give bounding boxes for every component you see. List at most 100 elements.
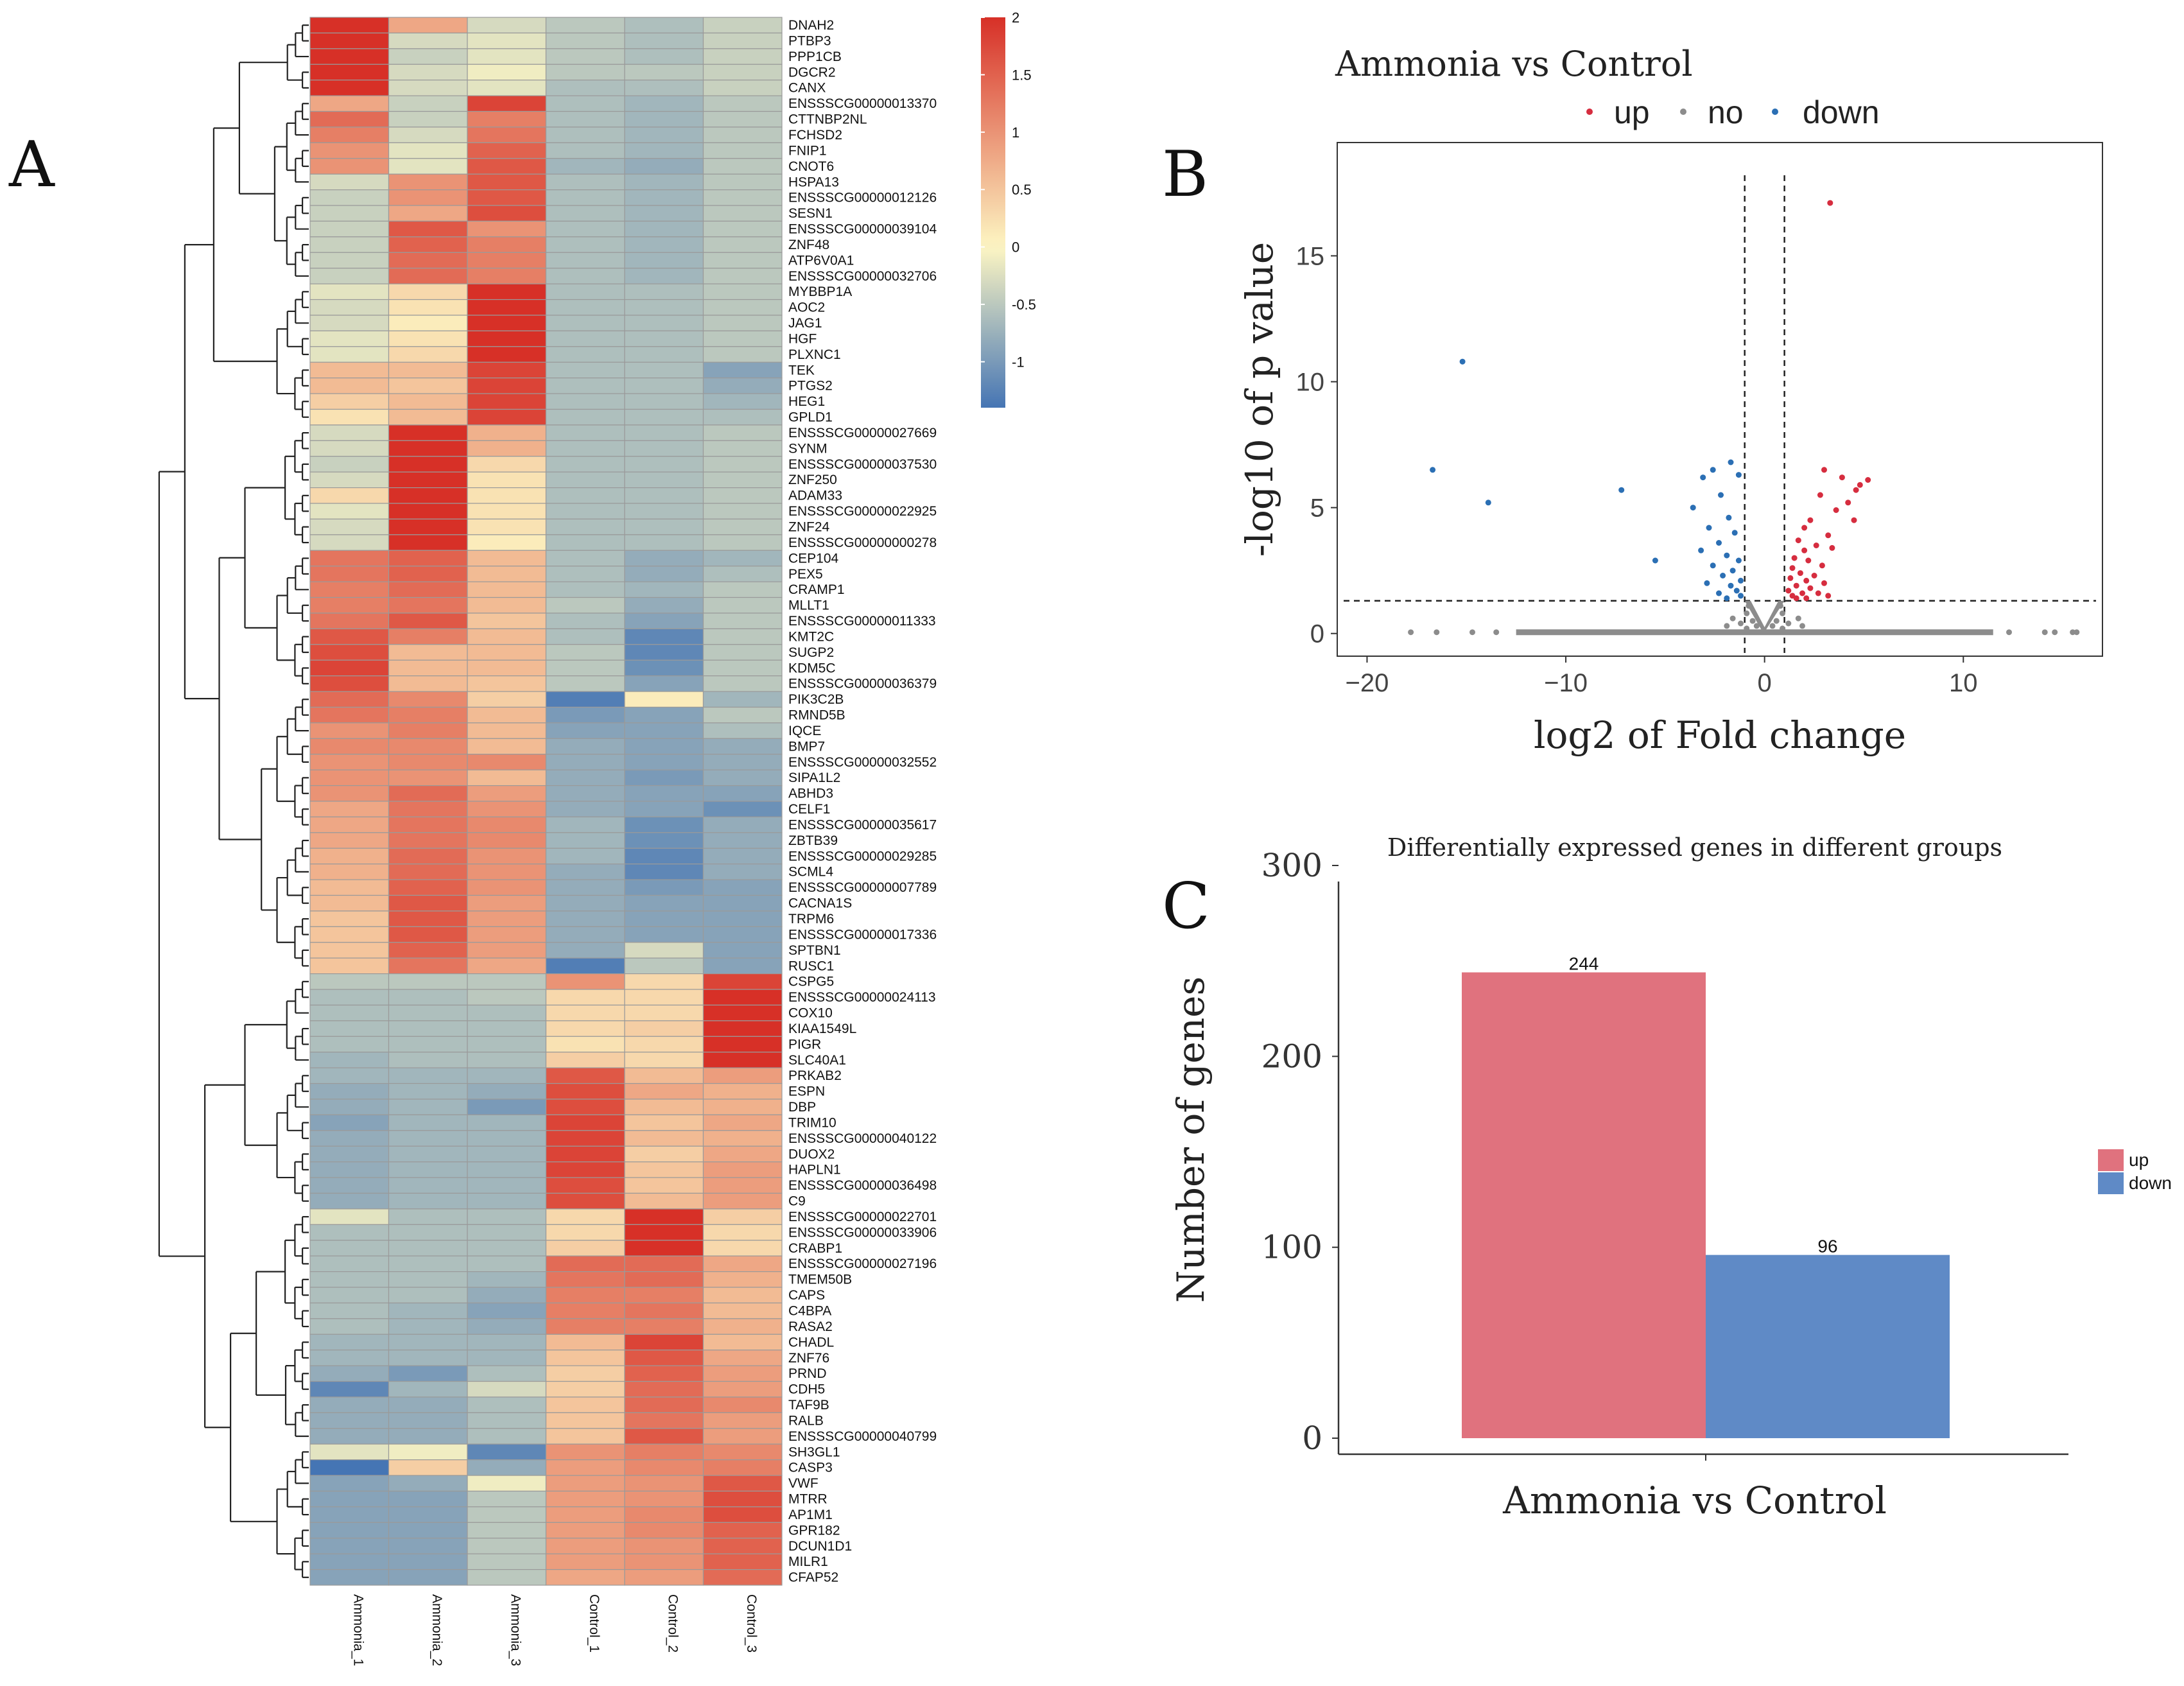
heatmap-cell: [702, 973, 783, 990]
heatmap-cell: [624, 424, 704, 441]
gene-label: ABHD3: [788, 787, 833, 801]
heatmap-cell: [467, 315, 547, 332]
heatmap-cell: [624, 581, 704, 598]
heatmap-cell: [309, 1365, 390, 1382]
heatmap-cell: [388, 1114, 468, 1131]
gene-label: MYBBP1A: [788, 284, 852, 299]
heatmap-cell: [388, 566, 468, 582]
heatmap-cell: [309, 378, 390, 394]
heatmap-cell: [545, 1067, 625, 1084]
heatmap-cell: [467, 1271, 547, 1288]
heatmap-cell: [545, 628, 625, 645]
gene-label: ZNF250: [788, 473, 837, 487]
heatmap-cell: [624, 1380, 704, 1398]
heatmap-cell: [702, 1052, 783, 1068]
heatmap-cell: [309, 268, 390, 284]
volcano-point-up: [1813, 543, 1819, 548]
heatmap-cell: [545, 1412, 625, 1429]
heatmap-cell: [309, 158, 390, 175]
heatmap-cell: [624, 393, 704, 410]
heatmap-cell: [624, 32, 704, 49]
gene-label: PPP1CB: [788, 49, 842, 64]
heatmap-cell: [624, 785, 704, 802]
heatmap-cell: [467, 64, 547, 81]
heatmap-cell: [467, 126, 547, 143]
heatmap-cell: [309, 1192, 390, 1210]
volcano-point-up: [1793, 582, 1799, 589]
heatmap-cell: [388, 1365, 468, 1382]
volcano-point-down: [1733, 587, 1740, 594]
heatmap-cell: [467, 1538, 547, 1554]
heatmap-cell: [624, 126, 704, 143]
heatmap-cell: [388, 1428, 468, 1445]
heatmap-cell: [388, 864, 468, 880]
gene-label: FNIP1: [788, 143, 827, 158]
heatmap-cell: [624, 644, 704, 661]
heatmap-cell: [624, 487, 704, 504]
heatmap-cell: [388, 1318, 468, 1335]
heatmap-cell: [309, 1020, 390, 1037]
heatmap-cell: [388, 1224, 468, 1241]
heatmap-cell: [624, 283, 704, 300]
heatmap-cell: [467, 894, 547, 912]
heatmap-cell: [309, 722, 390, 739]
volcano-point-up: [1807, 585, 1814, 591]
heatmap-cell: [545, 1114, 625, 1131]
heatmap-cell: [624, 346, 704, 363]
heatmap-cell: [624, 1428, 704, 1445]
sample-label: Control_3: [744, 1594, 759, 1653]
heatmap-cell: [702, 315, 783, 332]
heatmap-cell: [624, 816, 704, 833]
volcano-point-no: [1738, 620, 1744, 627]
gene-label: CFAP52: [788, 1570, 838, 1585]
heatmap-cell: [545, 1553, 625, 1570]
heatmap-cell: [309, 534, 390, 551]
heatmap-cell: [545, 894, 625, 912]
heatmap-cell: [702, 80, 783, 96]
gene-label: PEX5: [788, 567, 823, 582]
heatmap-cell: [388, 189, 468, 206]
colorbar-tick-label: 2: [1012, 10, 1019, 26]
heatmap-cell: [702, 220, 783, 238]
gene-label: MILR1: [788, 1554, 828, 1569]
heatmap-cell: [467, 1192, 547, 1210]
heatmap-cell: [388, 17, 468, 34]
heatmap-cell: [624, 1192, 704, 1210]
heatmap-cell: [702, 1114, 783, 1131]
heatmap-cell: [624, 456, 704, 473]
gene-label: RMND5B: [788, 708, 845, 723]
heatmap-cell: [309, 1396, 390, 1413]
heatmap-cell: [467, 1396, 547, 1413]
heatmap-cell: [702, 142, 783, 159]
heatmap-cell: [309, 769, 390, 787]
heatmap-cell: [624, 613, 704, 629]
heatmap-cell: [624, 1067, 704, 1084]
heatmap-cell: [545, 1240, 625, 1256]
y-tick-label: 5: [1310, 494, 1324, 523]
volcano-point-down: [1690, 505, 1696, 511]
heatmap-cell: [545, 722, 625, 739]
heatmap-cell: [624, 330, 704, 347]
heatmap-cell: [467, 864, 547, 880]
heatmap-cell: [545, 1318, 625, 1335]
heatmap-cell: [624, 1208, 704, 1225]
heatmap-cell: [309, 220, 390, 238]
volcano-point-no: [1777, 603, 1783, 609]
heatmap-cell: [309, 691, 390, 708]
heatmap-cell: [388, 471, 468, 489]
heatmap-cell: [467, 1428, 547, 1445]
volcano-point-up: [1785, 587, 1792, 594]
heatmap-cell: [702, 596, 783, 614]
heatmap-cell: [309, 957, 390, 975]
volcano-x-axis-label: log2 of Fold change: [1534, 713, 1906, 757]
panel-label-c: C: [1162, 870, 1210, 943]
gene-label: ENSSSCG00000024113: [788, 990, 936, 1005]
volcano-point-up: [1819, 562, 1825, 569]
heatmap-cell: [467, 706, 547, 724]
heatmap-cell: [702, 847, 783, 865]
heatmap-cell: [624, 268, 704, 284]
colorbar-gradient: [981, 17, 1005, 408]
gene-label: JAG1: [788, 316, 822, 331]
heatmap-cell: [545, 252, 625, 269]
bar-y-axis-label: Number of genes: [1169, 977, 1213, 1303]
